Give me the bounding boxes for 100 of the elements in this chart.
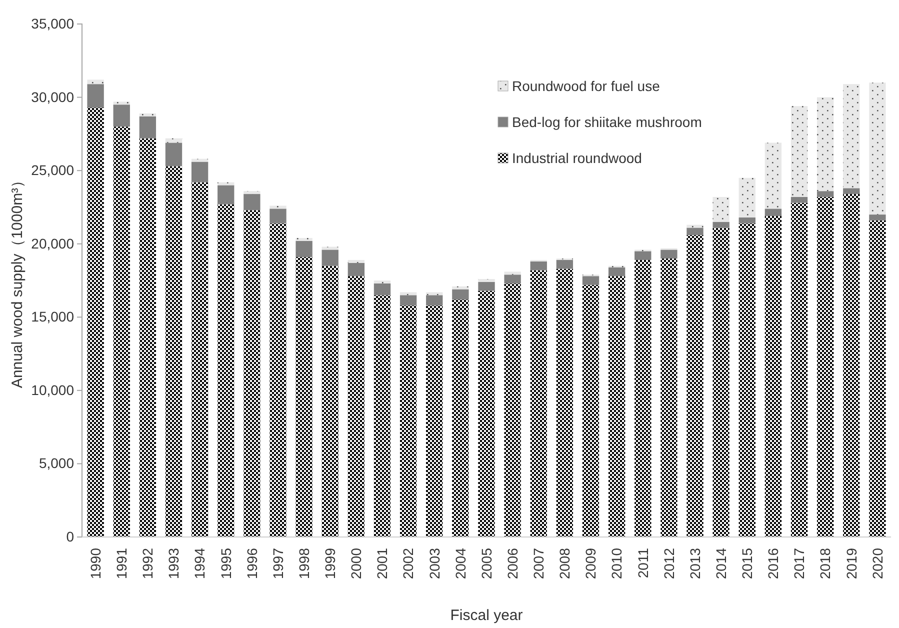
bar: [843, 194, 860, 537]
bar: [113, 104, 130, 127]
bar: [426, 292, 443, 296]
y-axis-title: Annual wood supply（1000m³）: [9, 172, 26, 388]
bar: [400, 295, 417, 306]
x-tick-label: 2014: [712, 548, 729, 580]
bar: [270, 223, 286, 537]
y-tick-label: 0: [66, 528, 74, 544]
x-tick-label: 2007: [530, 548, 547, 580]
x-tick-label: 2009: [582, 548, 599, 580]
bar: [686, 235, 704, 537]
bar: [530, 261, 547, 270]
bar: [244, 194, 260, 210]
bar: [322, 250, 338, 266]
bar: [374, 280, 391, 284]
bar: [504, 283, 521, 537]
bar: [87, 108, 104, 537]
x-tick-label: 2004: [452, 548, 468, 580]
bar: [374, 295, 391, 537]
bar: [452, 286, 469, 290]
x-tick-label: 2019: [843, 548, 860, 580]
bar: [400, 292, 417, 296]
bar: [374, 283, 391, 296]
bar: [191, 182, 208, 537]
x-tick-label: 2016: [765, 548, 782, 580]
legend-label: Bed-log for shiitake mushroom: [512, 114, 702, 130]
bar: [400, 305, 417, 537]
x-tick-label: 1999: [322, 548, 338, 580]
bar: [426, 295, 443, 306]
bar: [452, 289, 469, 300]
bar: [504, 272, 521, 275]
x-tick-label: 1992: [140, 548, 156, 580]
bar: [790, 196, 808, 203]
x-tick-label: 2015: [739, 548, 756, 580]
x-tick-label: 2002: [400, 548, 416, 580]
bar: [843, 84, 860, 188]
x-tick-label: 1993: [166, 548, 182, 580]
bar: [790, 202, 808, 537]
x-tick-label: 2000: [348, 548, 364, 580]
bar: [582, 284, 600, 537]
bar: [634, 260, 652, 537]
x-tick-label: 2013: [686, 548, 703, 580]
bar: [634, 251, 652, 260]
bar: [218, 204, 234, 537]
x-tick-label: 2001: [374, 548, 390, 580]
bar: [426, 305, 443, 537]
y-tick-label: 5,000: [38, 455, 74, 472]
bar: [113, 126, 130, 537]
bar: [556, 268, 574, 537]
bar: [191, 158, 208, 162]
y-tick-label: 25,000: [31, 162, 74, 178]
bar: [452, 300, 469, 537]
bar: [270, 206, 286, 209]
y-tick-label: 10,000: [31, 382, 74, 398]
bar: [296, 240, 312, 258]
bar: [869, 214, 886, 220]
bar: [139, 138, 156, 537]
bar: [322, 266, 338, 537]
bar: [790, 106, 808, 197]
x-tick-label: 1998: [296, 548, 312, 580]
x-tick-label: 2020: [869, 548, 886, 580]
bar: [660, 250, 678, 259]
bar: [869, 82, 886, 215]
y-tick-label: 30,000: [31, 88, 74, 105]
x-tick-label: 2011: [634, 548, 651, 578]
x-tick-label: 2005: [478, 548, 494, 580]
bar: [764, 216, 782, 537]
bar: [530, 270, 547, 537]
y-tick-label: 35,000: [31, 15, 74, 32]
bar: [738, 223, 756, 537]
x-tick-label: 1995: [218, 548, 234, 580]
bar: [113, 102, 130, 105]
bar: [738, 217, 756, 224]
bar: [478, 290, 495, 537]
bar: [348, 262, 365, 276]
bar: [582, 276, 600, 285]
bar: [504, 274, 521, 284]
bar: [296, 257, 312, 537]
x-tick-label: 2008: [556, 548, 573, 580]
bar: [244, 191, 260, 194]
bar: [738, 178, 756, 218]
bar: [816, 97, 834, 192]
bar: [478, 279, 495, 282]
x-tick-label: 2006: [504, 548, 520, 580]
bar: [712, 228, 730, 537]
bar: [348, 276, 365, 537]
bar: [660, 258, 678, 537]
bar: [869, 220, 886, 537]
bar: [165, 166, 182, 537]
bar: [478, 282, 495, 291]
bar: [191, 162, 208, 182]
bar: [218, 185, 234, 204]
x-tick-label: 2003: [426, 548, 442, 580]
bar: [712, 196, 730, 222]
bar: [608, 276, 626, 537]
legend-label: Roundwood for fuel use: [512, 78, 660, 94]
legend-label: Industrial roundwood: [512, 150, 642, 166]
bar: [348, 260, 365, 263]
bar: [712, 222, 730, 228]
x-tick-label: 1997: [270, 548, 286, 580]
